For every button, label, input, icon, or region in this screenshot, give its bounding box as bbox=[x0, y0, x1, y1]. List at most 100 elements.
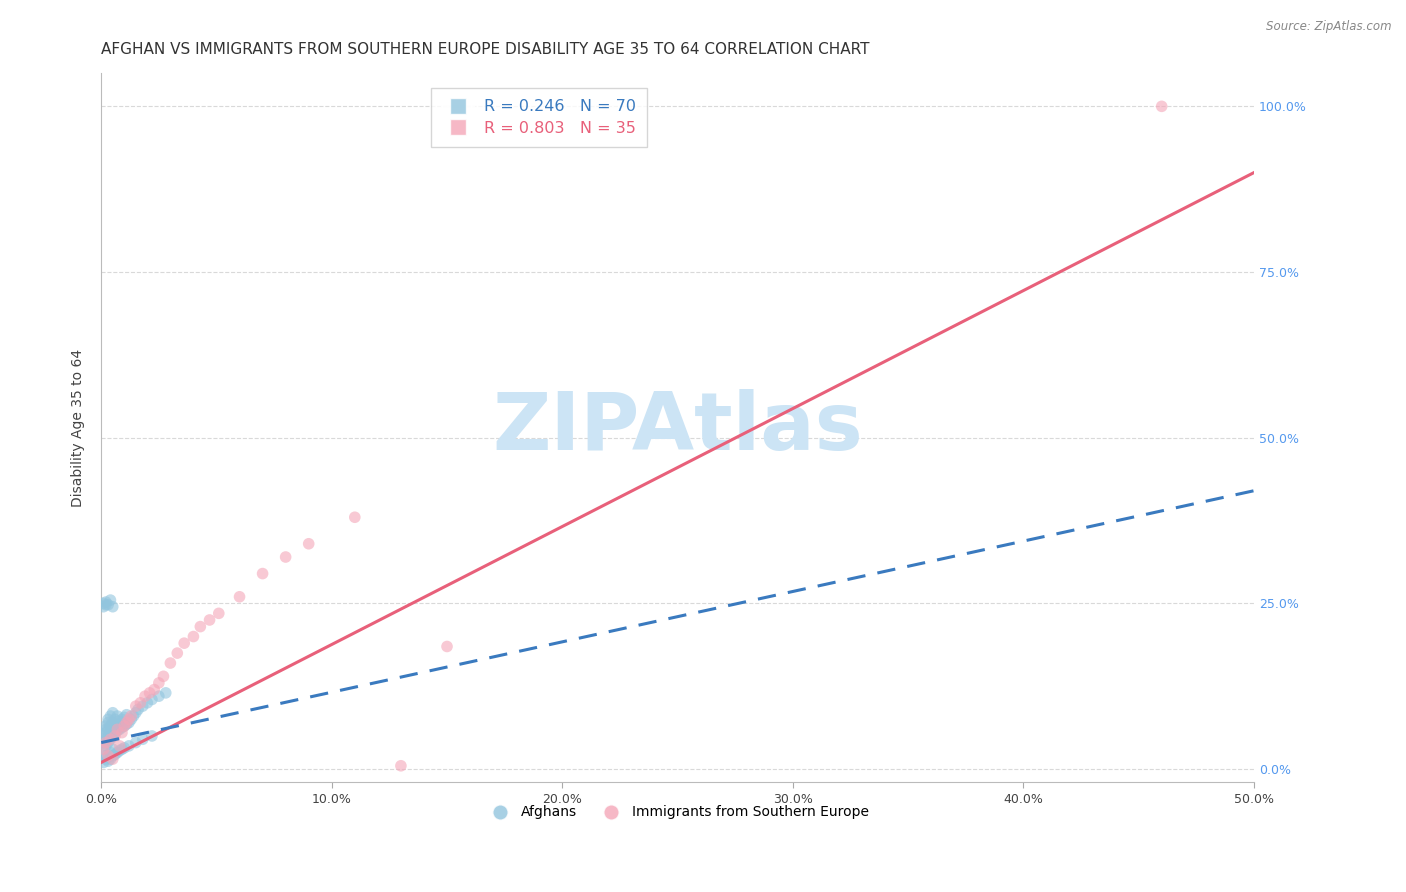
Point bbox=[94, 735, 117, 749]
Point bbox=[94, 739, 117, 753]
Point bbox=[100, 752, 122, 766]
Point bbox=[132, 732, 155, 747]
Point bbox=[94, 725, 117, 739]
Point bbox=[93, 596, 115, 610]
Point bbox=[208, 607, 231, 621]
Point bbox=[105, 746, 128, 760]
Point bbox=[148, 676, 170, 690]
Point bbox=[111, 712, 134, 726]
Point bbox=[97, 712, 120, 726]
Point bbox=[389, 758, 412, 772]
Point bbox=[173, 636, 195, 650]
Point bbox=[141, 692, 163, 706]
Point bbox=[100, 719, 122, 733]
Point bbox=[93, 742, 115, 756]
Point bbox=[105, 723, 128, 737]
Point bbox=[132, 699, 155, 714]
Point bbox=[101, 729, 124, 743]
Point bbox=[100, 732, 122, 747]
Point bbox=[104, 729, 127, 743]
Point bbox=[108, 714, 131, 729]
Point bbox=[127, 702, 149, 716]
Point bbox=[97, 723, 120, 737]
Point bbox=[94, 732, 117, 747]
Legend: Afghans, Immigrants from Southern Europe: Afghans, Immigrants from Southern Europe bbox=[481, 800, 875, 825]
Text: Source: ZipAtlas.com: Source: ZipAtlas.com bbox=[1267, 20, 1392, 33]
Point bbox=[101, 723, 124, 737]
Point bbox=[118, 715, 141, 730]
Point bbox=[108, 723, 131, 737]
Point bbox=[143, 682, 166, 697]
Point bbox=[101, 752, 124, 766]
Point bbox=[101, 599, 124, 614]
Point bbox=[94, 598, 117, 612]
Point bbox=[105, 717, 128, 731]
Point bbox=[183, 630, 205, 644]
Point bbox=[155, 686, 177, 700]
Point bbox=[125, 735, 148, 749]
Point bbox=[111, 725, 134, 739]
Point bbox=[138, 686, 160, 700]
Point bbox=[93, 742, 115, 756]
Point bbox=[198, 613, 221, 627]
Point bbox=[1150, 99, 1173, 113]
Point bbox=[104, 712, 127, 726]
Point bbox=[94, 595, 117, 609]
Point bbox=[101, 742, 124, 756]
Point bbox=[343, 510, 366, 524]
Point bbox=[97, 598, 120, 612]
Point bbox=[188, 619, 211, 633]
Text: ZIPAtlas: ZIPAtlas bbox=[492, 389, 863, 467]
Y-axis label: Disability Age 35 to 64: Disability Age 35 to 64 bbox=[72, 349, 86, 507]
Point bbox=[115, 707, 138, 722]
Point bbox=[101, 706, 124, 720]
Text: AFGHAN VS IMMIGRANTS FROM SOUTHERN EUROPE DISABILITY AGE 35 TO 64 CORRELATION CH: AFGHAN VS IMMIGRANTS FROM SOUTHERN EUROP… bbox=[101, 42, 870, 57]
Point bbox=[100, 709, 122, 723]
Point bbox=[120, 712, 142, 726]
Point bbox=[111, 720, 134, 734]
Point bbox=[111, 742, 134, 756]
Point bbox=[100, 593, 122, 607]
Point bbox=[104, 747, 127, 762]
Point bbox=[104, 725, 127, 739]
Point bbox=[118, 712, 141, 726]
Point bbox=[115, 717, 138, 731]
Point bbox=[97, 729, 120, 743]
Point bbox=[112, 719, 135, 733]
Point bbox=[97, 748, 120, 763]
Point bbox=[100, 732, 122, 747]
Point bbox=[104, 719, 127, 733]
Point bbox=[115, 715, 138, 730]
Point bbox=[101, 748, 124, 763]
Point bbox=[274, 549, 297, 564]
Point bbox=[120, 709, 142, 723]
Point bbox=[100, 725, 122, 739]
Point bbox=[112, 719, 135, 733]
Point bbox=[93, 756, 115, 770]
Point bbox=[101, 715, 124, 730]
Point bbox=[93, 599, 115, 614]
Point bbox=[94, 752, 117, 766]
Point bbox=[125, 699, 148, 714]
Point bbox=[105, 723, 128, 738]
Point bbox=[93, 735, 115, 749]
Point bbox=[97, 715, 120, 730]
Point bbox=[94, 723, 117, 737]
Point bbox=[122, 709, 145, 723]
Point bbox=[97, 750, 120, 764]
Point bbox=[94, 748, 117, 763]
Point bbox=[94, 719, 117, 733]
Point bbox=[136, 696, 159, 710]
Point bbox=[108, 743, 131, 757]
Point bbox=[97, 754, 120, 768]
Point bbox=[152, 669, 174, 683]
Point bbox=[166, 646, 188, 660]
Point bbox=[436, 640, 458, 654]
Point bbox=[252, 566, 274, 581]
Point bbox=[93, 729, 115, 743]
Point bbox=[118, 739, 141, 753]
Point bbox=[141, 729, 163, 743]
Point bbox=[228, 590, 250, 604]
Point bbox=[125, 706, 148, 720]
Point bbox=[105, 709, 128, 723]
